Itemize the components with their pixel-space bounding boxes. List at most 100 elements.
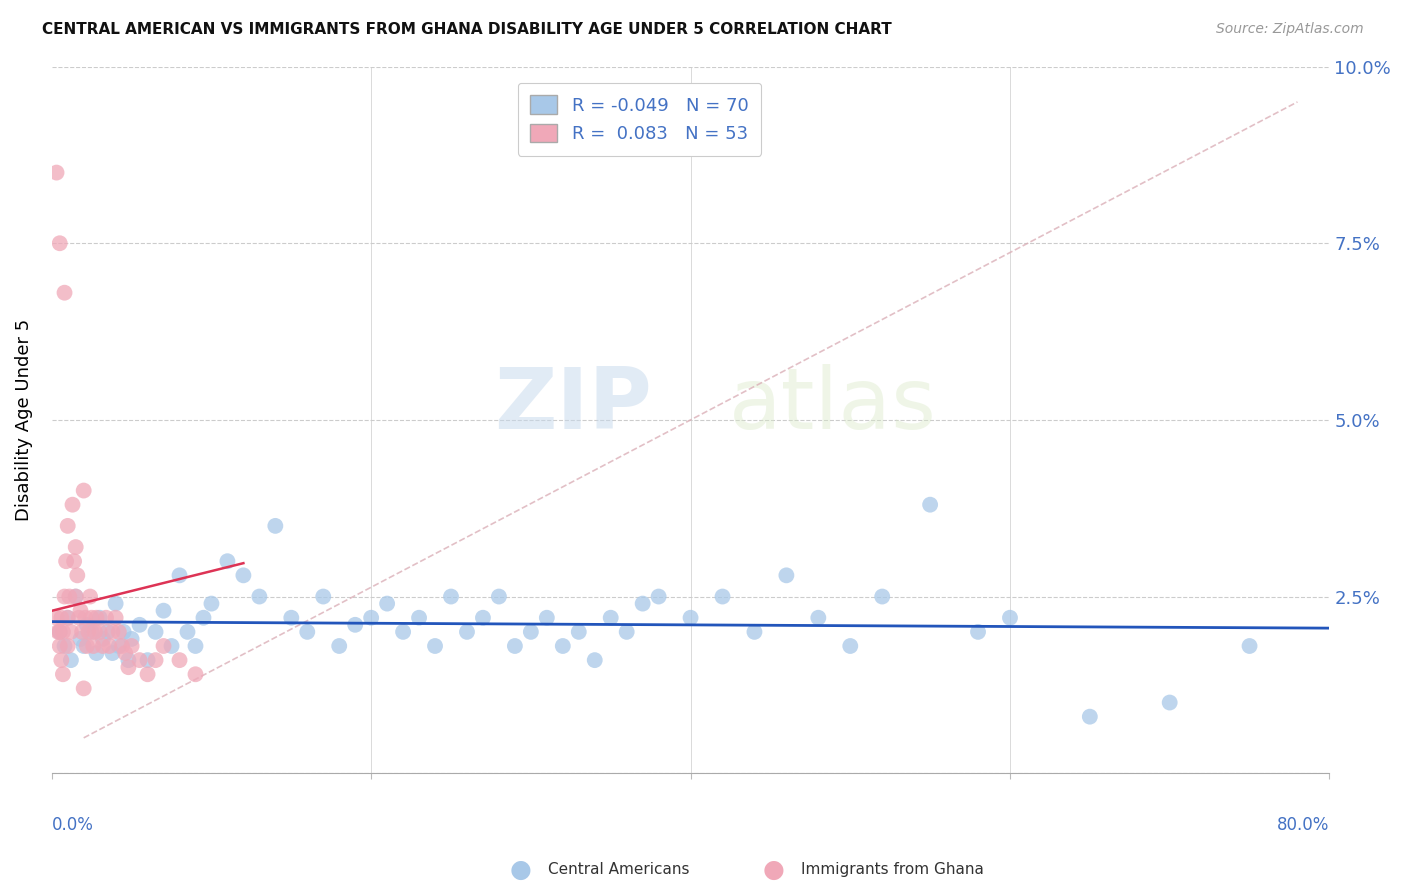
- Point: [46, 624, 69, 639]
- Point: [408, 611, 430, 625]
- Point: [297, 624, 319, 639]
- Point: [82, 639, 104, 653]
- Point: [193, 611, 215, 625]
- Point: [114, 646, 136, 660]
- Point: [91, 639, 114, 653]
- Point: [128, 617, 150, 632]
- Point: [91, 632, 114, 646]
- Point: [232, 568, 254, 582]
- Point: [108, 624, 131, 639]
- Y-axis label: Disability Age Under 5: Disability Age Under 5: [15, 318, 32, 521]
- Point: [152, 604, 174, 618]
- Point: [111, 639, 134, 653]
- Point: [807, 611, 830, 625]
- Point: [52, 624, 75, 639]
- Point: [65, 590, 87, 604]
- Point: [75, 611, 97, 625]
- Point: [48, 624, 70, 639]
- Point: [169, 568, 191, 582]
- Point: [56, 519, 79, 533]
- Point: [247, 590, 270, 604]
- Point: [53, 590, 76, 604]
- Point: [63, 554, 86, 568]
- Point: [920, 498, 942, 512]
- Point: [59, 624, 82, 639]
- Point: [217, 554, 239, 568]
- Point: [583, 653, 606, 667]
- Point: [121, 632, 143, 646]
- Point: [94, 611, 117, 625]
- Point: [169, 653, 191, 667]
- Point: [55, 554, 77, 568]
- Point: [536, 611, 558, 625]
- Point: [136, 653, 159, 667]
- Point: [647, 590, 669, 604]
- Point: [488, 590, 510, 604]
- Point: [76, 617, 98, 632]
- Point: [117, 660, 139, 674]
- Point: [83, 624, 105, 639]
- Point: [89, 611, 111, 625]
- Point: [184, 667, 207, 681]
- Point: [73, 639, 96, 653]
- Point: [56, 611, 79, 625]
- Point: [86, 611, 108, 625]
- Point: [56, 611, 79, 625]
- Text: atlas: atlas: [728, 364, 936, 447]
- Point: [328, 639, 350, 653]
- Point: [344, 617, 367, 632]
- Point: [69, 632, 91, 646]
- Point: [53, 285, 76, 300]
- Point: [456, 624, 478, 639]
- Point: [128, 653, 150, 667]
- Point: [839, 639, 862, 653]
- Point: [73, 483, 96, 498]
- Point: [80, 611, 103, 625]
- Text: Source: ZipAtlas.com: Source: ZipAtlas.com: [1216, 22, 1364, 37]
- Point: [145, 624, 167, 639]
- Point: [711, 590, 734, 604]
- Point: [59, 653, 82, 667]
- Point: [998, 611, 1021, 625]
- Point: [280, 611, 302, 625]
- Point: [423, 639, 446, 653]
- Point: [1078, 709, 1101, 723]
- Point: [77, 624, 100, 639]
- Point: [86, 646, 108, 660]
- Point: [184, 639, 207, 653]
- Point: [471, 611, 494, 625]
- Legend: R = -0.049   N = 70, R =  0.083   N = 53: R = -0.049 N = 70, R = 0.083 N = 53: [517, 83, 761, 156]
- Point: [117, 653, 139, 667]
- Text: CENTRAL AMERICAN VS IMMIGRANTS FROM GHANA DISABILITY AGE UNDER 5 CORRELATION CHA: CENTRAL AMERICAN VS IMMIGRANTS FROM GHAN…: [42, 22, 891, 37]
- Point: [1239, 639, 1261, 653]
- Point: [62, 498, 84, 512]
- Point: [98, 639, 121, 653]
- Text: ●: ●: [509, 858, 531, 881]
- Point: [69, 604, 91, 618]
- Point: [48, 624, 70, 639]
- Point: [121, 639, 143, 653]
- Point: [392, 624, 415, 639]
- Point: [375, 597, 398, 611]
- Point: [65, 590, 87, 604]
- Point: [67, 611, 90, 625]
- Point: [200, 597, 222, 611]
- Point: [65, 540, 87, 554]
- Point: [136, 667, 159, 681]
- Point: [48, 639, 70, 653]
- Point: [58, 590, 80, 604]
- Point: [66, 568, 89, 582]
- Point: [679, 611, 702, 625]
- Point: [440, 590, 463, 604]
- Point: [51, 611, 73, 625]
- Point: [264, 519, 287, 533]
- Text: ●: ●: [762, 858, 785, 881]
- Point: [967, 624, 990, 639]
- Point: [744, 624, 766, 639]
- Point: [145, 653, 167, 667]
- Point: [160, 639, 183, 653]
- Point: [870, 590, 893, 604]
- Point: [53, 639, 76, 653]
- Text: ZIP: ZIP: [495, 364, 652, 447]
- Point: [631, 597, 654, 611]
